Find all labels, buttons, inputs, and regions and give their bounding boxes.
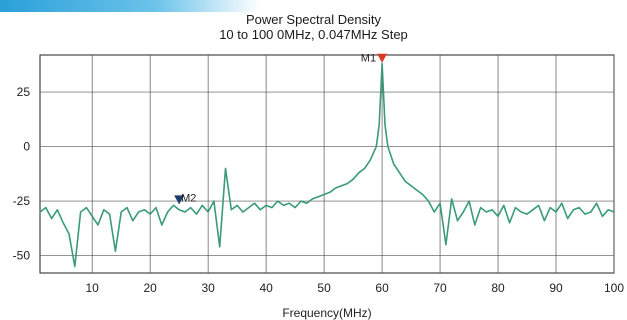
x-tick-label: 100 (604, 281, 624, 295)
marker-triangle (174, 195, 185, 205)
series-layer (39, 62, 615, 268)
x-tick-label: 40 (259, 281, 273, 295)
marker-label: M2 (181, 192, 196, 204)
axes-layer: 10 20 30 40 50 60 70 80 90 100 25 0 -25 -50 (13, 85, 625, 295)
markers-layer: M1 M2 (174, 53, 388, 205)
chart-subtitle: 10 to 100 0MHz, 0.047MHz Step (219, 27, 408, 42)
x-tick-label: 50 (317, 281, 331, 295)
x-tick-label: 90 (549, 281, 563, 295)
plot-area (39, 54, 615, 274)
y-tick-label: -25 (13, 194, 31, 208)
x-tick-label: 80 (491, 281, 505, 295)
chart-title: Power Spectral Density (245, 12, 382, 27)
grid-lines (40, 55, 615, 273)
x-axis-label: Frequency(MHz) (282, 306, 371, 320)
x-tick-label: 60 (375, 281, 389, 295)
header-banner-fragment (0, 0, 260, 12)
y-tick-label: -50 (13, 249, 31, 263)
x-tick-label: 30 (201, 281, 215, 295)
x-tick-label: 20 (143, 281, 157, 295)
spectrum-line (39, 62, 615, 268)
y-tick-label: 0 (23, 140, 30, 154)
x-tick-label: 70 (433, 281, 447, 295)
marker-label: M1 (361, 53, 376, 65)
marker-triangle (377, 53, 388, 63)
y-tick-label: 25 (17, 85, 31, 99)
x-tick-label: 10 (86, 281, 100, 295)
